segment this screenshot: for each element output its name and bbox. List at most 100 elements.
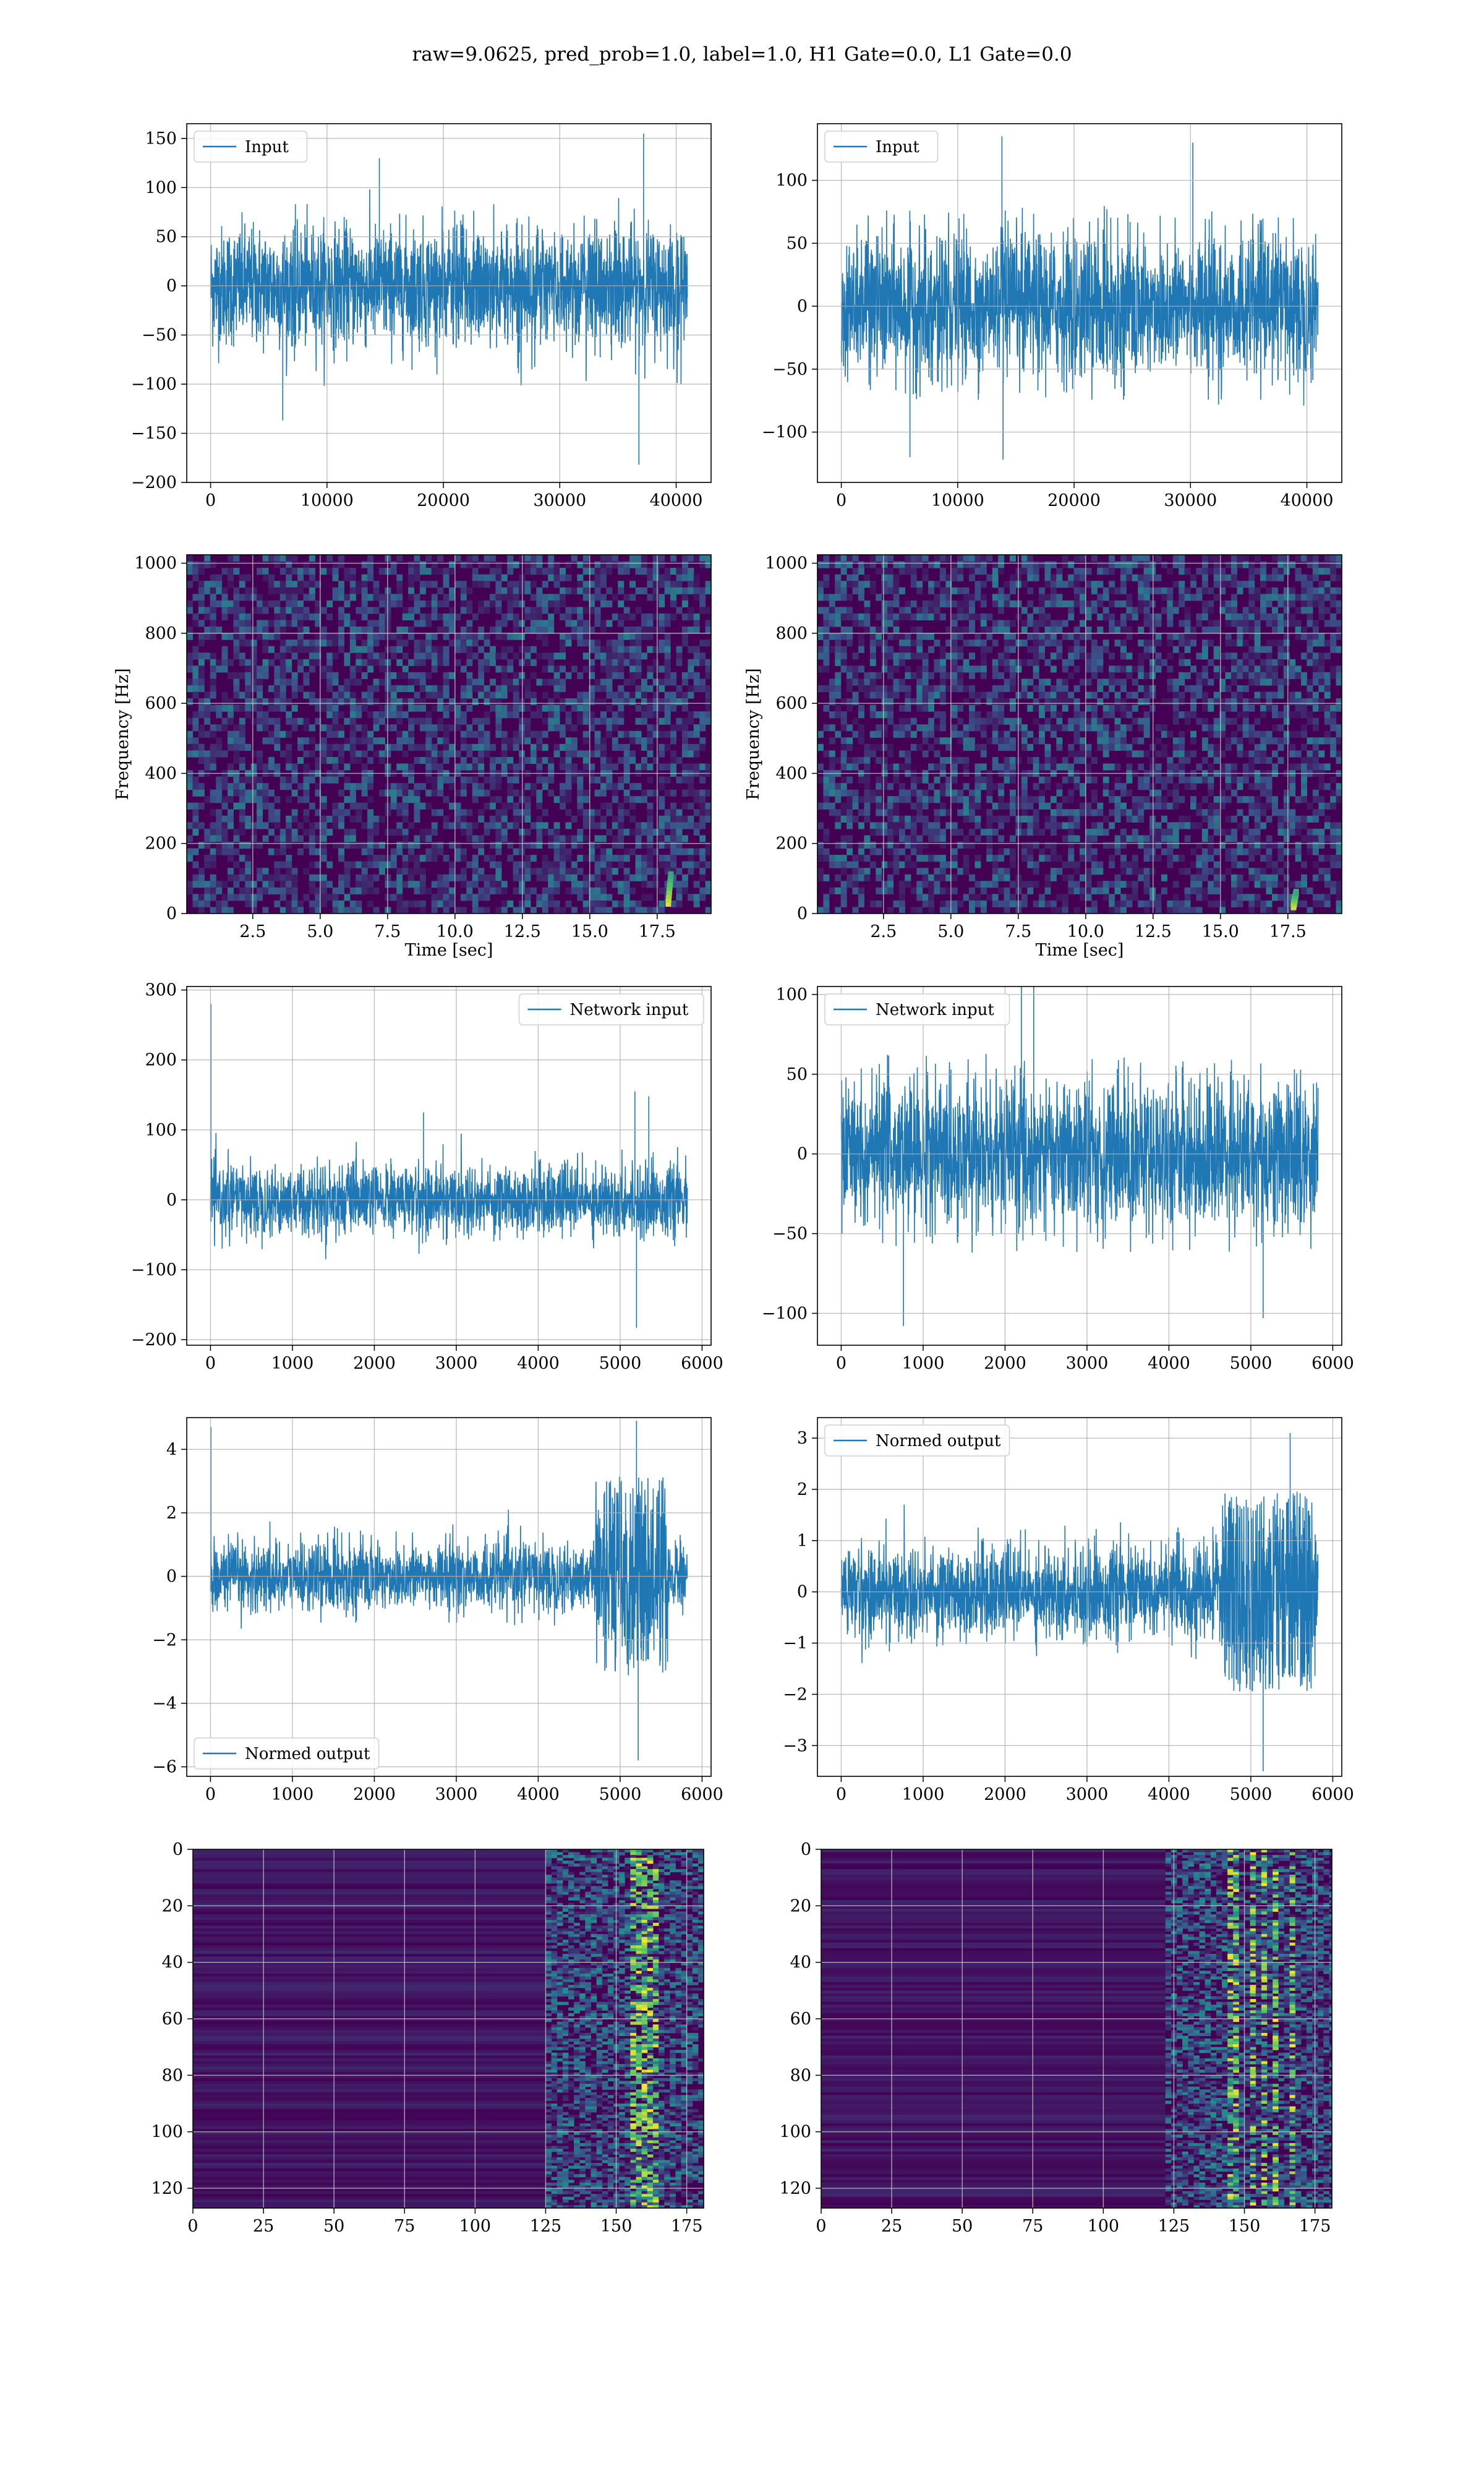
- heat-cell: [577, 704, 584, 712]
- heat-cell: [840, 568, 847, 575]
- heat-cell: [582, 717, 589, 725]
- heat-cell: [980, 627, 987, 634]
- heat-cell: [992, 855, 999, 862]
- heat-cell: [835, 704, 842, 712]
- heat-cell: [565, 607, 572, 614]
- heat-cell: [934, 874, 940, 881]
- heat-cell: [495, 620, 502, 627]
- heat-cell: [916, 672, 923, 679]
- heat-cell: [618, 659, 625, 666]
- heat-cell: [1155, 763, 1162, 771]
- heat-cell: [414, 640, 420, 647]
- heat-cell: [1068, 874, 1075, 881]
- heat-cell: [548, 678, 555, 686]
- heat-cell: [1179, 907, 1185, 914]
- heat-cell: [309, 698, 315, 706]
- heat-cell: [291, 894, 298, 901]
- heat-cell: [1184, 568, 1191, 575]
- heat-cell: [320, 568, 327, 575]
- heat-cell: [257, 691, 263, 699]
- y-tick-label: −100: [762, 423, 808, 442]
- heat-cell: [600, 666, 607, 673]
- heat-cell: [594, 894, 601, 901]
- heat-cell: [472, 855, 479, 862]
- heat-cell: [1097, 678, 1104, 686]
- heat-cell: [1138, 627, 1145, 634]
- heat-cell: [612, 855, 618, 862]
- heat-cell: [670, 789, 677, 797]
- heat-cell: [513, 848, 519, 855]
- heat-cell: [274, 815, 281, 823]
- heat-cell: [1009, 620, 1016, 627]
- heat-cell: [951, 861, 958, 868]
- heat-cell: [688, 750, 694, 758]
- heat-cell: [647, 822, 654, 829]
- heat-cell: [922, 672, 929, 679]
- heat-cell: [688, 730, 694, 738]
- heat-cell: [1080, 633, 1086, 640]
- heat-cell: [951, 756, 958, 764]
- x-tick-label: 40000: [650, 491, 703, 510]
- heat-cell: [560, 802, 566, 810]
- plot-area: [187, 124, 711, 482]
- heat-cell: [641, 555, 647, 562]
- heat-cell: [600, 815, 607, 823]
- heat-cell: [869, 555, 876, 562]
- heat-cell: [536, 568, 543, 575]
- heat-cell: [1109, 587, 1115, 594]
- heat-cell: [367, 711, 374, 719]
- heat-cell: [594, 737, 601, 745]
- heat-cell: [349, 646, 356, 653]
- heat-cell: [829, 737, 835, 745]
- heat-cell: [1167, 900, 1174, 908]
- heat-cell: [905, 815, 911, 823]
- heat-cell: [1114, 763, 1121, 771]
- heat-cell: [425, 848, 432, 855]
- heat-cell: [1161, 724, 1167, 732]
- heat-cell: [227, 574, 234, 581]
- heat-cell: [898, 730, 905, 738]
- heat-cell: [1120, 581, 1127, 588]
- heat-cell: [507, 842, 514, 849]
- heat-cell: [852, 796, 859, 803]
- heat-cell: [594, 646, 601, 653]
- heat-cell: [402, 640, 409, 647]
- heat-cell: [905, 600, 911, 607]
- heat-cell: [699, 587, 706, 594]
- heat-cell: [309, 724, 315, 732]
- heat-cell: [361, 887, 368, 894]
- heat-cell: [1027, 646, 1034, 653]
- heat-cell: [378, 750, 385, 758]
- heat-cell: [239, 594, 245, 601]
- heat-cell: [618, 640, 625, 647]
- heat-cell: [898, 887, 905, 894]
- heat-cell: [589, 672, 595, 679]
- heat-cell: [495, 653, 502, 660]
- heat-cell: [216, 887, 223, 894]
- heat-cell: [320, 698, 327, 706]
- heat-cell: [1009, 756, 1016, 764]
- heat-cell: [963, 842, 970, 849]
- heat-cell: [478, 717, 485, 725]
- heat-cell: [1126, 607, 1133, 614]
- heat-cell: [262, 555, 269, 562]
- heat-cell: [419, 783, 426, 790]
- heat-cell: [652, 730, 659, 738]
- heat-cell: [647, 737, 654, 745]
- heat-cell: [980, 653, 987, 660]
- heat-cell: [835, 887, 842, 894]
- heat-cell: [1097, 802, 1104, 810]
- heat-cell: [681, 848, 688, 855]
- heat-cell: [905, 874, 911, 881]
- heat-cell: [577, 613, 584, 621]
- heat-cell: [910, 828, 917, 836]
- heat-cell: [618, 743, 625, 751]
- heat-cell: [1143, 685, 1150, 693]
- heat-cell: [472, 822, 479, 829]
- heat-cell: [227, 704, 234, 712]
- heat-cell: [986, 574, 993, 581]
- heat-cell: [530, 783, 537, 790]
- heat-cell: [647, 842, 654, 849]
- heat-cell: [635, 659, 642, 666]
